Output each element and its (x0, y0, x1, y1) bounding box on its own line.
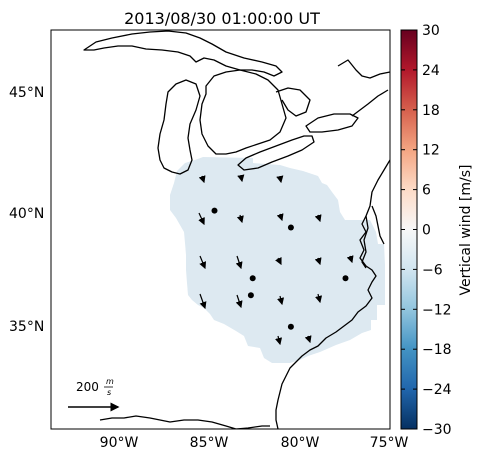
wind-arrow (198, 212, 205, 226)
reference-arrow-label: 200 m s (76, 377, 114, 397)
lake-ontario-shoreline (305, 113, 359, 133)
wind-arrow (314, 257, 322, 266)
wind-arrow (314, 214, 322, 223)
station-6-marker[interactable] (287, 323, 294, 330)
lake-huron-shoreline (199, 69, 287, 155)
reference-arrow-value: 200 (76, 380, 99, 394)
station-1-marker[interactable] (211, 207, 218, 214)
station-markers (211, 207, 349, 330)
colorbar-ticks: 30 24 18 12 6 0 −6 −12 −18 −24 −30 (401, 23, 452, 438)
latitude-labels: 45°N 40°N 35°N (9, 85, 44, 335)
colorbar-tick-label: −6 (422, 262, 443, 278)
wind-arrow (198, 175, 206, 184)
colorbar-tick-label: 30 (422, 23, 440, 39)
colorbar-tick-label: 6 (422, 183, 431, 199)
wind-arrow (199, 255, 207, 270)
wind-arrow (276, 213, 284, 222)
lon-label-80w: 80°W (281, 435, 320, 451)
colorbar: 30 24 18 12 6 0 −6 −12 −18 −24 −30 Vertical wind [… (400, 23, 474, 438)
gulf-coastline (99, 415, 237, 429)
atlantic-coastline (275, 159, 390, 429)
colorbar-tick-label: 0 (422, 223, 431, 239)
lon-label-85w: 85°W (190, 435, 229, 451)
map-title: 2013/08/30 01:00:00 UT (124, 9, 320, 28)
colorbar-tick-label: 18 (422, 103, 440, 119)
reference-arrow-unit-den: s (107, 388, 111, 397)
lon-label-75w: 75°W (370, 435, 409, 451)
wind-arrow (275, 335, 283, 346)
lake-erie-shoreline (237, 135, 315, 171)
map-panel[interactable]: 200 m s (50, 29, 391, 430)
colorbar-label: Vertical wind [m/s] (458, 165, 474, 296)
wind-arrow (236, 214, 244, 224)
lon-label-90w: 90°W (100, 435, 139, 451)
wind-arrow (277, 295, 285, 306)
wind-arrow (346, 255, 354, 264)
wind-arrow (235, 255, 243, 270)
station-5-marker[interactable] (247, 292, 254, 299)
station-4-marker[interactable] (342, 275, 349, 282)
wind-arrow (276, 175, 284, 184)
wind-vectors (198, 174, 354, 346)
longitude-labels: 90°W 85°W 80°W 75°W (100, 435, 409, 451)
lake-michigan-shoreline (157, 79, 201, 175)
coastlines (83, 30, 390, 429)
wind-arrow (237, 174, 245, 183)
colorbar-tick-label: −12 (422, 302, 452, 318)
wind-arrow (304, 335, 312, 344)
wind-arrow (199, 293, 207, 310)
reference-arrow-unit-num: m (106, 377, 114, 386)
colorbar-tick-label: −24 (422, 382, 452, 398)
map-frame (50, 29, 391, 430)
station-3-marker[interactable] (249, 275, 256, 282)
station-2-marker[interactable] (287, 224, 294, 231)
chesapeake-bay-shoreline (361, 215, 369, 269)
colorbar-tick-label: 24 (422, 63, 440, 79)
lake-superior-shoreline (83, 30, 283, 77)
st-lawrence-shoreline (351, 89, 389, 117)
delmarva-coast (371, 205, 385, 245)
georgian-bay-shoreline (275, 87, 311, 117)
northeast-coast (337, 59, 390, 79)
lat-label-45n: 45°N (9, 85, 44, 101)
lat-label-40n: 40°N (9, 206, 44, 222)
wind-arrow (235, 294, 243, 309)
lat-label-35n: 35°N (9, 319, 44, 335)
colorbar-tick-label: 12 (422, 143, 440, 159)
wind-arrow (275, 257, 282, 266)
colorbar-tick-label: −30 (422, 422, 452, 438)
colorbar-tick-label: −18 (422, 342, 452, 358)
wind-arrow (315, 293, 323, 304)
